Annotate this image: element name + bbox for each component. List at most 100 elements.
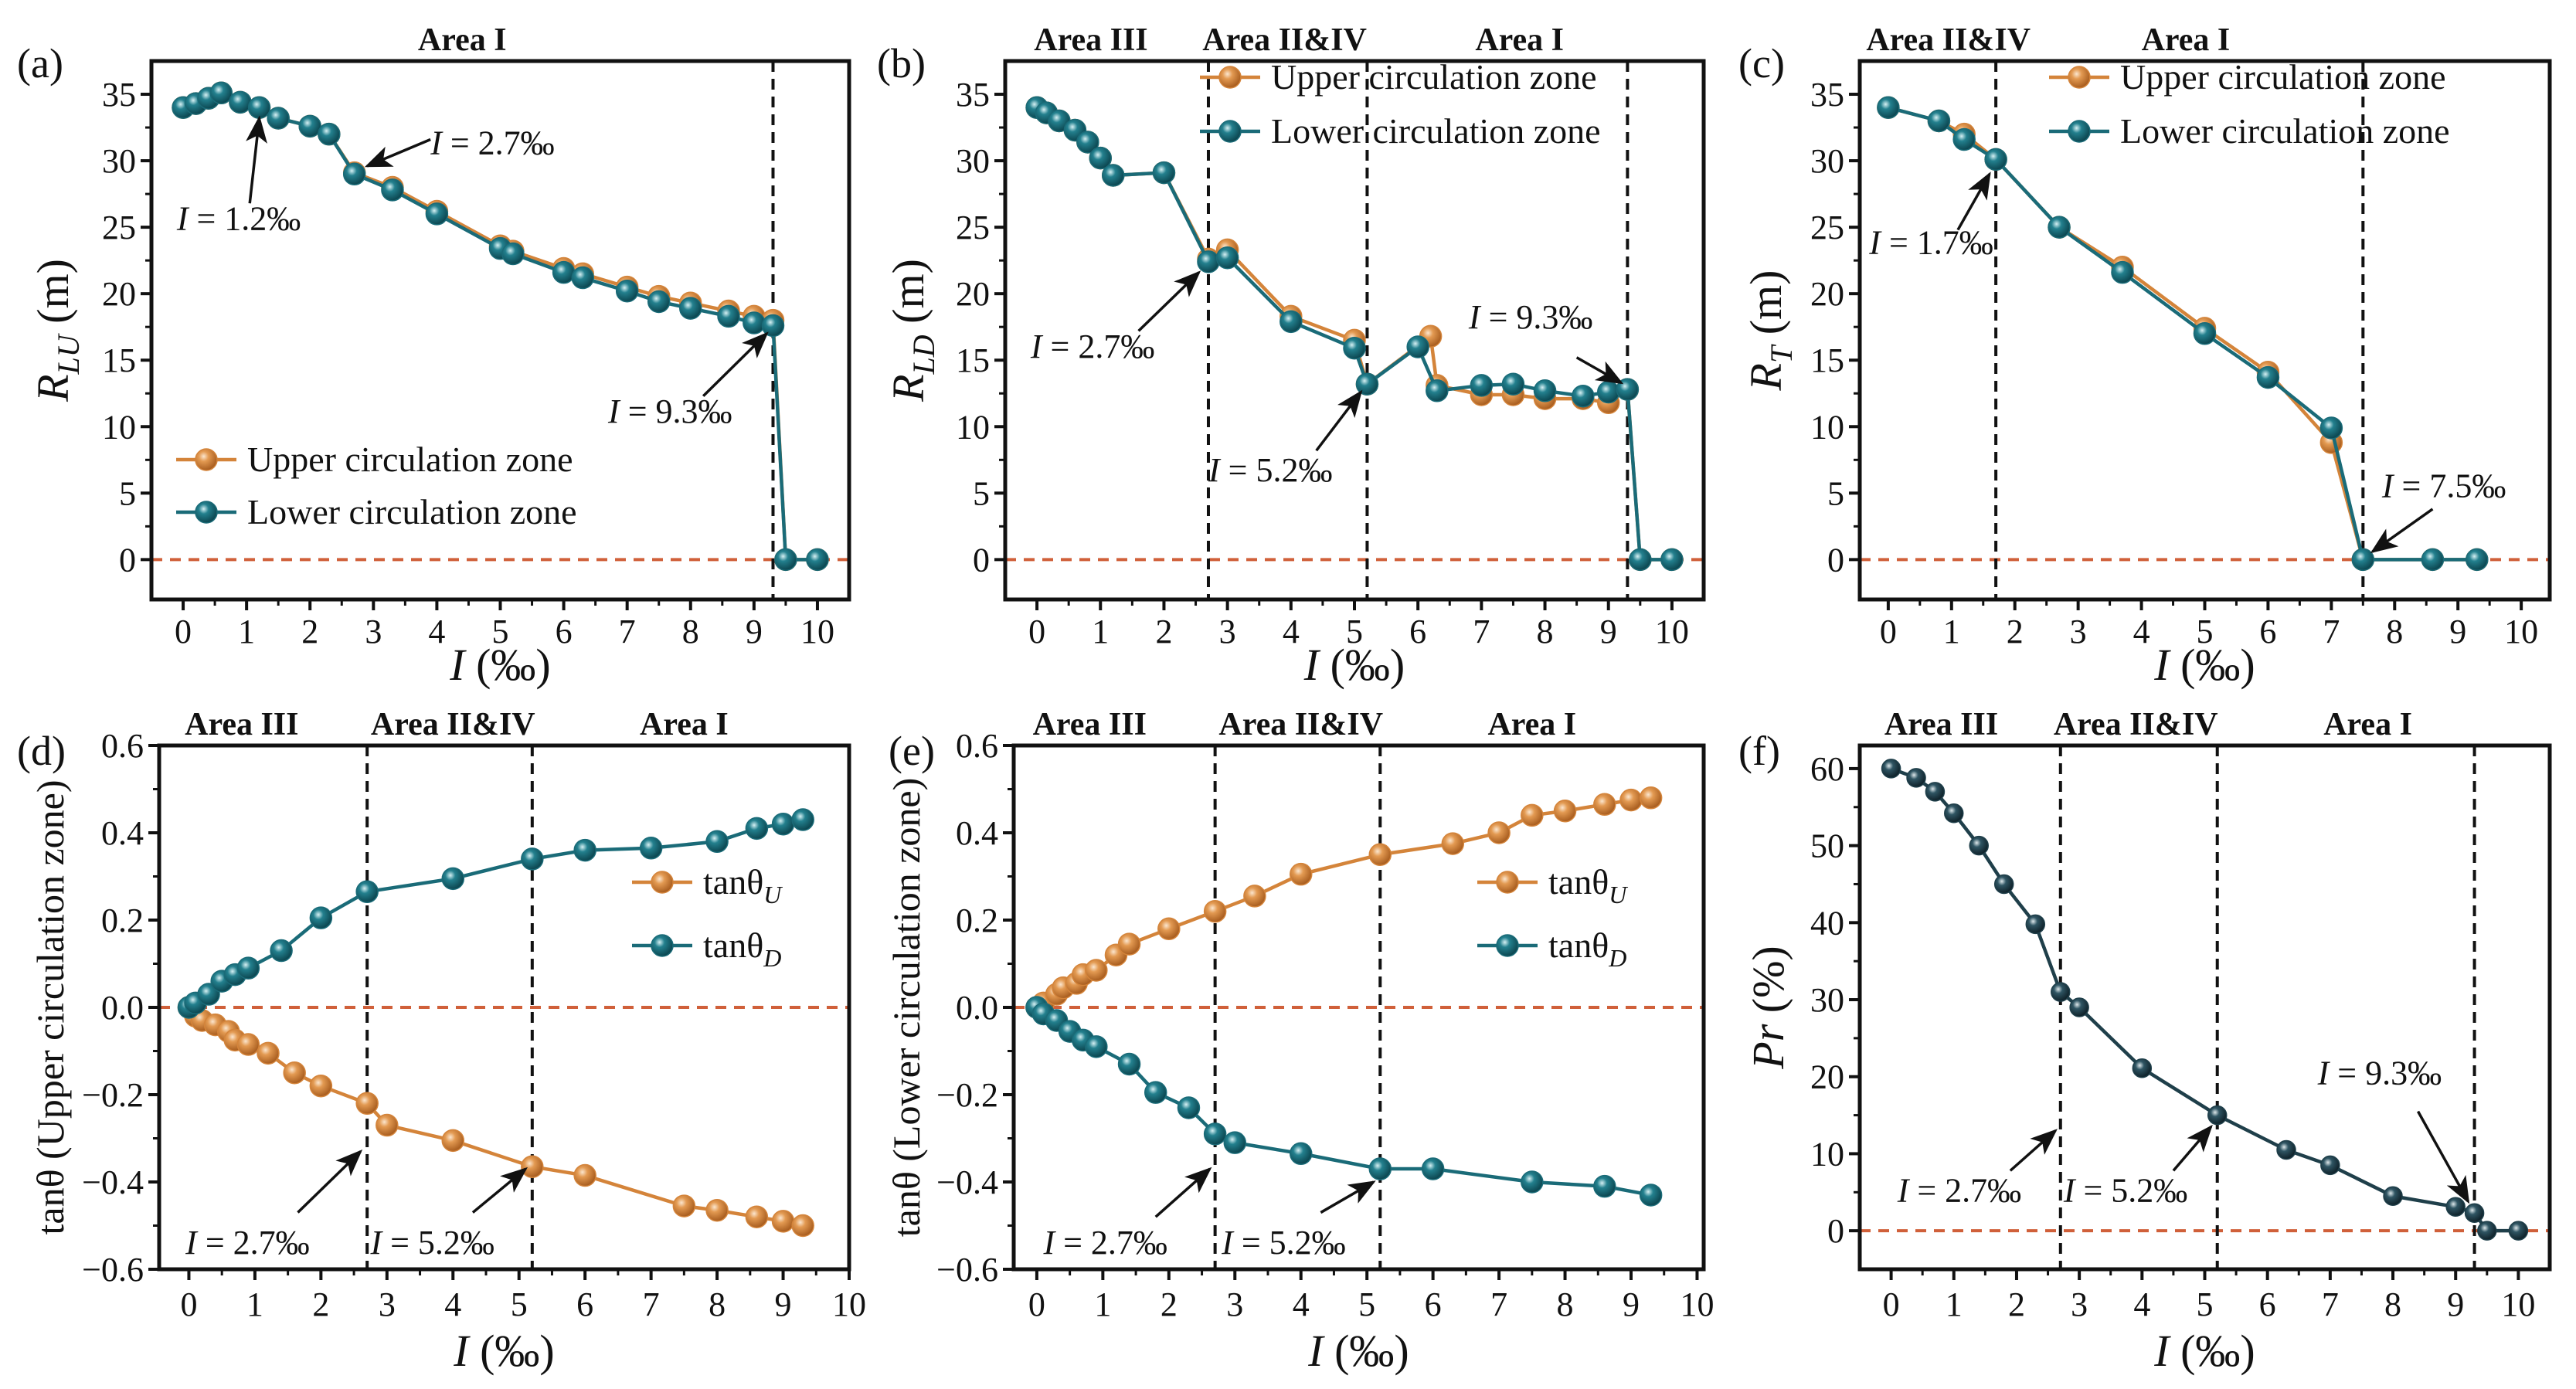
data-point [1984,148,2007,172]
x-tick-label: 3 [1219,613,1236,650]
y-tick-label: 0 [973,541,990,579]
data-point [1289,1142,1313,1166]
annotation-label: I = 1.2‰ [176,200,301,238]
x-tick-label: 4 [444,1285,461,1323]
data-point [1117,932,1141,956]
y-tick-label: 30 [956,142,990,180]
data-point [806,548,829,572]
data-point [521,1155,544,1178]
annotation-label: I = 2.7‰ [1897,1171,2021,1209]
data-point [1101,164,1125,187]
data-point [615,279,639,303]
area-label: Area III [1033,707,1147,742]
data-point [1593,1174,1616,1198]
area-label: Area I [2323,707,2412,742]
series-1 [1877,96,2489,572]
series-1 [172,81,829,572]
y-tick-label: −0.2 [82,1076,144,1114]
y-axis-label: Pr (%) [1743,946,1793,1069]
x-tick-label: 1 [1946,1285,1963,1323]
x-tick-label: 0 [1883,1285,1900,1323]
annotation-variable: I [185,1224,199,1262]
y-axis-label: RT (m) [1741,270,1799,392]
legend-label-subscript: D [1608,944,1626,972]
x-tick-label: 2 [2008,1285,2025,1323]
annotation-variable: I [1221,1224,1235,1262]
data-point [1521,1170,1544,1194]
x-tick-label: 10 [800,613,834,650]
annotation-arrow [1315,389,1363,452]
annotation-variable: I [1030,328,1044,365]
data-point [298,114,321,138]
x-tick-label: 5 [1358,1285,1375,1323]
x-tick-label: 1 [1943,613,1960,650]
data-point [2508,1221,2529,1241]
data-point [1289,862,1313,886]
area-label: Area I [418,22,507,58]
x-tick-label: 2 [1161,1285,1178,1323]
x-tick-label: 2 [1155,613,1172,650]
legend-label-main: Lower circulation zone [1271,111,1601,151]
data-point [1076,131,1099,154]
x-tick-label: 1 [1094,1285,1111,1323]
data-point [1368,843,1392,866]
data-point [1203,899,1227,923]
legend-label-main: tanθ [703,925,763,965]
x-tick-label: 6 [576,1285,593,1323]
data-point [2383,1186,2403,1207]
panel-label: (b) [877,40,926,87]
series-1 [1025,996,1663,1207]
x-tick-label: 6 [556,613,573,650]
y-tick-label: 40 [1810,904,1844,942]
y-axis-unit: (%) [1743,946,1793,1024]
x-tick-label: 10 [1680,1285,1714,1323]
annotation-variable: I [1042,1224,1056,1262]
annotation-value: = 5.2‰ [1233,1224,1346,1262]
y-tick-label: 5 [973,474,990,512]
data-point [1089,146,1113,170]
x-tick-label: 3 [2071,1285,2088,1323]
data-point [2069,997,2089,1017]
data-point [1441,832,1465,855]
annotation-label: I = 5.2‰ [2063,1171,2187,1209]
y-axis-unit: (Lower circulation zone) [885,778,928,1171]
data-point [342,162,366,186]
legend-label-main: Upper circulation zone [2120,57,2445,97]
data-point [441,867,465,891]
legend-entry: Upper circulation zone [176,440,573,479]
panel-label: (d) [17,728,66,774]
x-tick-label: 3 [365,613,382,650]
data-point [2477,1221,2497,1241]
x-axis-variable: I [1307,1326,1325,1376]
data-point [1572,384,1595,408]
data-point [1639,1184,1663,1207]
data-point [639,837,663,860]
legend-label: tanθD [703,925,781,972]
data-point [425,202,449,226]
legend-marker [195,501,218,524]
legend-label: Lower circulation zone [2120,111,2450,151]
x-tick-label: 0 [175,613,192,650]
y-axis-subscript: LU [51,332,86,375]
y-axis-variable: tanθ [29,1169,72,1234]
x-tick-label: 0 [180,1285,197,1323]
data-point [1085,959,1108,982]
data-point [283,1061,306,1085]
annotation-label: I = 2.7‰ [185,1224,309,1262]
annotation-label: I = 9.3‰ [2317,1054,2442,1092]
y-tick-label: 25 [1810,209,1844,246]
data-point [1925,782,1946,802]
panel-a: 0 1 2 3 4 5 6 7 8 9 10 0 5 10 15 20 25 30 35 Area I I = 1.2‰… [17,22,851,690]
data-point [717,304,740,328]
x-tick-label: 2 [301,613,318,650]
data-point [552,260,576,284]
annotation-arrow [1320,1180,1376,1214]
data-point [1501,372,1525,396]
annotation-variable: I [1208,451,1222,489]
data-point [2111,260,2134,284]
data-point [1426,379,1449,402]
data-point [1927,109,1951,133]
x-tick-label: 4 [2133,613,2150,650]
area-label: Area II&IV [1866,22,2031,58]
